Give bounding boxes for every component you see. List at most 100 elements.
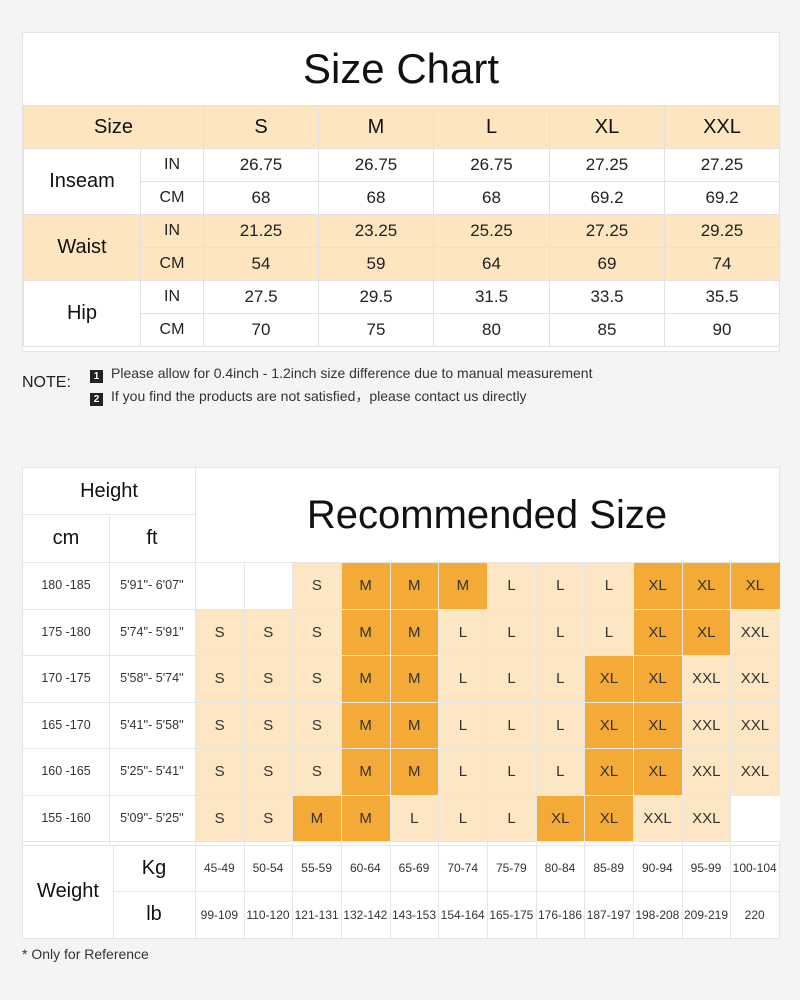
divider — [633, 845, 635, 938]
size-cell: XXL — [730, 748, 780, 795]
size-cell: M — [341, 608, 391, 656]
kg-range-cell: 50-54 — [252, 861, 284, 875]
size-cell: L — [438, 701, 488, 749]
unit-label: CM — [140, 247, 204, 281]
unit-label: IN — [140, 148, 204, 182]
size-cell: S — [195, 748, 245, 795]
size-cell: M — [292, 794, 342, 842]
unit-label: CM — [140, 313, 204, 347]
table-row: CM 70 75 80 85 90 — [24, 313, 780, 347]
size-cell: M — [438, 562, 488, 609]
unit-label: CM — [140, 181, 204, 215]
size-cell: M — [389, 655, 439, 702]
height-header: Height — [80, 479, 138, 502]
size-chart-panel: Size Chart Size S M L XL XXL Inseam IN 2… — [22, 32, 780, 352]
table-cell: 27.25 — [549, 148, 665, 182]
size-cell: XL — [584, 794, 634, 842]
size-cell: XL — [681, 608, 731, 656]
table-cell: 69.2 — [664, 181, 780, 215]
divider — [389, 845, 391, 938]
table-cell: 26.75 — [433, 148, 550, 182]
lb-label: lb — [146, 903, 162, 925]
table-cell: 75 — [318, 313, 434, 347]
size-cell: M — [389, 701, 439, 749]
size-cell: XXL — [730, 655, 780, 702]
kg-range-cell: 55-59 — [301, 861, 332, 875]
size-cell: M — [341, 701, 391, 749]
lb-range-cell: 220 — [744, 907, 765, 922]
table-cell: 29.5 — [318, 280, 434, 314]
size-cell: L — [535, 748, 585, 795]
size-cell: S — [292, 748, 342, 795]
size-cell: M — [389, 748, 439, 795]
lb-range-cell: 176-186 — [537, 907, 583, 922]
table-row: CM 54 59 64 69 74 — [24, 247, 780, 281]
size-cell: XL — [584, 655, 634, 702]
size-cell: L — [535, 701, 585, 749]
kg-range-cell: 95-99 — [690, 861, 722, 875]
table-row: Waist IN 21.25 23.25 25.25 27.25 29.25 — [23, 214, 780, 281]
kg-range-cell: 60-64 — [349, 861, 381, 875]
size-cell: XXL — [681, 748, 731, 795]
size-header-cell: M — [318, 105, 434, 149]
size-cell: L — [487, 794, 537, 842]
size-cell: L — [438, 608, 488, 656]
divider — [438, 845, 440, 938]
height-cm-label: 165 -170 — [41, 717, 91, 732]
size-cell: XXL — [681, 655, 731, 702]
size-cell: S — [292, 608, 342, 656]
measure-label: Inseam — [23, 148, 141, 215]
table-cell: 31.5 — [433, 280, 550, 314]
divider — [292, 845, 294, 938]
table-cell: 69 — [549, 247, 665, 281]
divider — [113, 845, 114, 938]
divider — [23, 608, 779, 610]
cm-header: cm — [52, 526, 80, 549]
size-cell: S — [195, 608, 245, 656]
size-cell: S — [195, 701, 245, 749]
divider — [535, 562, 537, 845]
size-cell: L — [535, 608, 585, 656]
size-cell: S — [292, 655, 342, 702]
footnote: * Only for Reference — [22, 946, 149, 962]
size-cell: XL — [535, 794, 585, 842]
size-cell: XL — [633, 748, 683, 795]
size-cell: S — [292, 701, 342, 749]
size-cell: L — [438, 794, 488, 842]
divider — [681, 845, 683, 938]
kg-range-cell: 85-89 — [593, 861, 625, 875]
size-cell — [195, 562, 245, 609]
table-cell: 25.25 — [433, 214, 550, 248]
note-item: 1 Please allow for 0.4inch - 1.2inch size… — [90, 365, 592, 383]
size-cell: XL — [633, 701, 683, 749]
kg-range-cell: 70-74 — [447, 861, 479, 875]
table-cell: 27.5 — [203, 280, 319, 314]
note-label: NOTE: — [22, 374, 71, 391]
kg-range-cell: 90-94 — [641, 861, 673, 875]
measure-label: Waist — [23, 214, 141, 281]
kg-range-cell: 45-49 — [203, 861, 235, 875]
height-ft-label: 5'91''- 6'07'' — [120, 578, 184, 593]
lb-range-cell: 198-208 — [635, 907, 680, 922]
table-row: Inseam IN 26.75 26.75 26.75 27.25 27.25 — [23, 148, 780, 215]
recommended-size-panel: Recommended Size Height cm ft S M M M L L L XL X… — [22, 467, 780, 939]
kg-range-cell: 65-69 — [398, 861, 430, 875]
divider — [292, 562, 294, 845]
number-badge-icon: 1 — [90, 370, 103, 383]
size-cell: XL — [730, 562, 780, 609]
divider — [438, 562, 440, 845]
lb-range-cell: 110-120 — [246, 907, 290, 922]
divider — [584, 562, 586, 845]
height-ft-label: 5'09''- 5'25'' — [120, 810, 184, 825]
size-cell: XXL — [681, 701, 731, 749]
table-cell: 90 — [664, 313, 780, 347]
table-cell: 70 — [203, 313, 319, 347]
divider — [23, 845, 779, 846]
note-text: If you find the products are not satisfi… — [111, 388, 527, 404]
size-cell: S — [243, 794, 293, 842]
table-cell: 68 — [203, 181, 319, 215]
table-cell: 33.5 — [549, 280, 665, 314]
divider — [23, 562, 779, 563]
table-cell: 26.75 — [318, 148, 434, 182]
table-cell: 54 — [203, 247, 319, 281]
